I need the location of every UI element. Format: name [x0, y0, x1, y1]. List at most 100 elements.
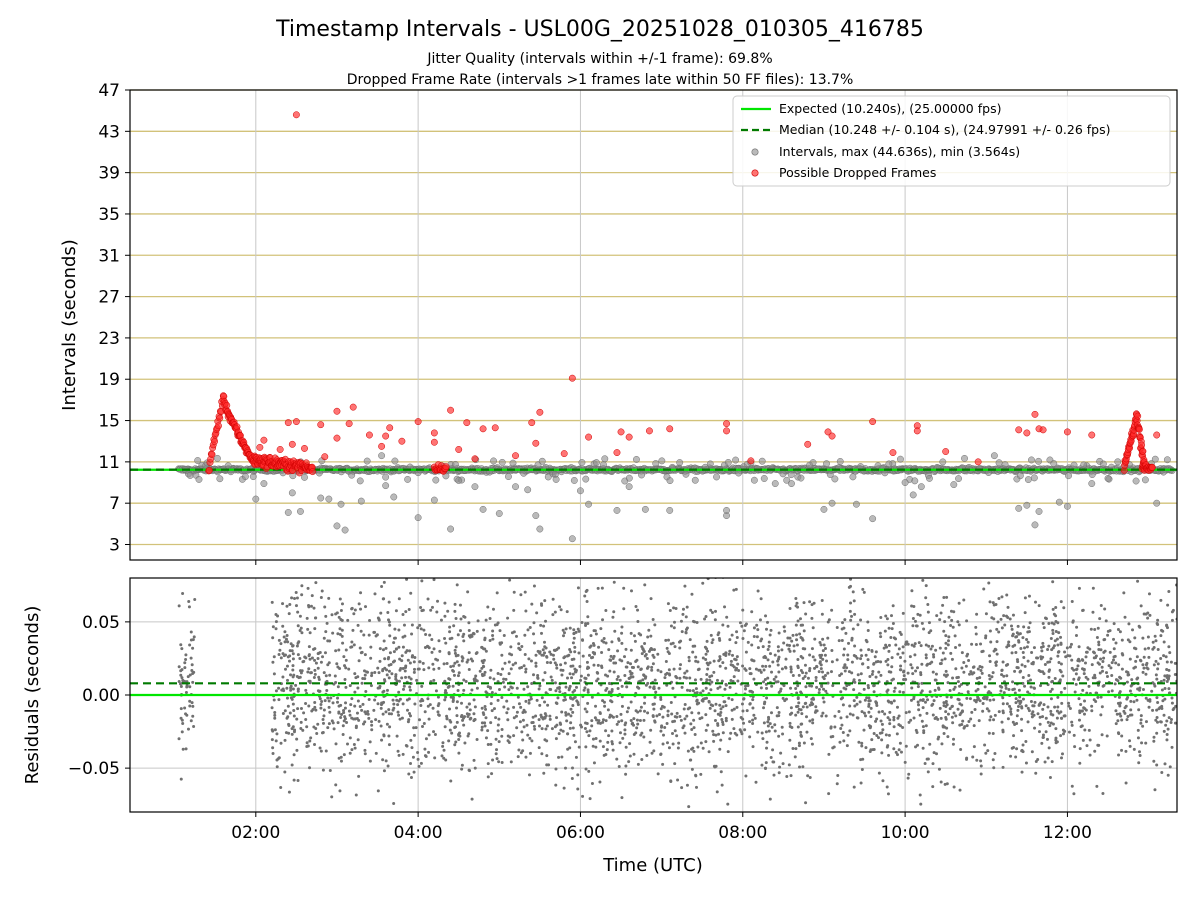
residual-point	[441, 741, 445, 745]
residual-point	[623, 728, 627, 732]
residual-point	[610, 740, 614, 744]
residual-point	[607, 648, 611, 652]
residual-point	[718, 685, 722, 689]
interval-point	[897, 455, 904, 463]
residual-point	[958, 788, 962, 792]
residual-point	[401, 613, 405, 617]
residual-point	[705, 678, 709, 682]
residual-point	[872, 683, 876, 687]
residual-point	[649, 728, 653, 732]
residual-point	[271, 752, 275, 756]
residual-point	[690, 767, 694, 771]
residual-point	[459, 617, 463, 621]
residual-point	[466, 590, 470, 594]
residual-point	[300, 631, 304, 635]
residual-point	[776, 645, 780, 649]
residual-point	[328, 673, 332, 677]
residual-point	[764, 664, 768, 668]
residual-point	[444, 641, 448, 645]
residual-point	[646, 665, 650, 669]
residual-point	[473, 705, 477, 709]
residual-point	[911, 624, 915, 628]
residual-point	[499, 673, 503, 677]
residual-point	[523, 652, 527, 656]
residual-point	[1137, 750, 1141, 754]
residual-point	[929, 647, 933, 651]
residual-point	[841, 621, 845, 625]
residual-point	[879, 635, 883, 639]
residual-point	[1107, 690, 1111, 694]
residual-point	[488, 638, 492, 642]
residual-point	[941, 603, 945, 607]
residual-point	[713, 709, 717, 713]
residual-point	[951, 742, 955, 746]
residual-point	[1047, 669, 1051, 673]
residual-point	[910, 643, 914, 647]
residual-point	[1034, 771, 1038, 775]
residual-point	[1127, 622, 1131, 626]
residual-point	[470, 797, 474, 801]
residual-point	[1093, 628, 1097, 632]
residual-point	[1162, 654, 1166, 658]
residual-point	[482, 628, 486, 632]
residual-point	[1146, 667, 1150, 671]
residual-point	[340, 713, 344, 717]
residual-point	[317, 677, 321, 681]
residual-point	[981, 702, 985, 706]
residual-point	[768, 652, 772, 656]
residual-point	[892, 725, 896, 729]
residual-point	[590, 781, 594, 785]
residual-point	[842, 626, 846, 630]
residual-point	[1027, 709, 1031, 713]
residual-point	[288, 603, 292, 607]
residual-point	[686, 749, 690, 753]
residual-point	[799, 708, 803, 712]
residual-point	[338, 597, 342, 601]
residual-point	[1100, 705, 1104, 709]
residual-point	[596, 663, 600, 667]
residual-point	[432, 578, 436, 582]
residual-point	[388, 725, 392, 729]
residual-point	[861, 662, 865, 666]
residual-point	[534, 664, 538, 668]
intervals-y-tick-label: 35	[98, 205, 120, 225]
residual-point	[919, 673, 923, 677]
residual-point	[408, 649, 412, 653]
residual-point	[521, 710, 525, 714]
residual-point	[940, 658, 944, 662]
residual-point	[845, 684, 849, 688]
residual-point	[307, 645, 311, 649]
residual-point	[920, 689, 924, 693]
residual-point	[843, 669, 847, 673]
residual-point	[667, 672, 671, 676]
residual-point	[1118, 630, 1122, 634]
residual-point	[456, 688, 460, 692]
residual-point	[777, 771, 781, 775]
residual-point	[784, 657, 788, 661]
residual-point	[469, 716, 473, 720]
residual-point	[802, 629, 806, 633]
dropped-frame-point	[1139, 447, 1147, 455]
residual-point	[796, 605, 800, 609]
residual-point	[555, 648, 559, 652]
residual-point	[305, 616, 309, 620]
residual-point	[312, 647, 316, 651]
residual-point	[298, 614, 302, 618]
residual-point	[945, 595, 949, 599]
residual-point	[1020, 706, 1024, 710]
residual-point	[457, 751, 461, 755]
residual-point	[339, 755, 343, 759]
residual-point	[500, 734, 504, 738]
residual-point	[416, 626, 420, 630]
residual-point	[813, 658, 817, 662]
residual-point	[923, 700, 927, 704]
residual-point	[524, 667, 528, 671]
residual-point	[461, 718, 465, 722]
residual-point	[1154, 673, 1158, 677]
residual-point	[719, 707, 723, 711]
residual-point	[502, 705, 506, 709]
residual-point	[524, 609, 528, 613]
dropped-frame-point	[430, 429, 438, 437]
residual-point	[802, 741, 806, 745]
residual-point	[190, 669, 194, 673]
